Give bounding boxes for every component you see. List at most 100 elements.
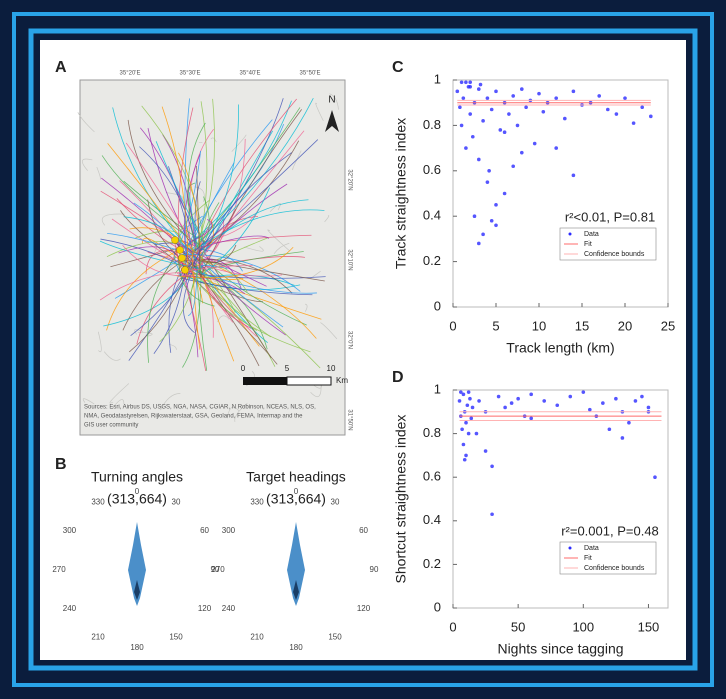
data-point [653,475,657,479]
data-point [468,112,472,116]
data-point [542,399,546,403]
data-point [486,96,490,100]
legend-label: Data [584,545,599,552]
legend-label: Data [584,231,599,238]
figure: A B 35°20'E35°30'E35°40'E35°50'E32°20'N3… [0,0,726,699]
data-point [460,80,464,84]
annotation: r²=0.001, P=0.48 [561,523,659,538]
data-point [533,142,537,146]
data-point [511,164,515,168]
x-tick-label: 150 [638,619,660,634]
scale-unit: Km [336,376,348,385]
data-point [464,146,468,150]
x-tick-label: 100 [572,619,594,634]
rose-angle: 180 [289,643,303,652]
data-point [572,174,576,178]
data-point [481,119,485,123]
data-point [471,406,475,410]
data-point [503,406,507,410]
data-point [640,105,644,109]
data-point [554,96,558,100]
data-point [467,390,471,394]
data-point [606,108,610,112]
data-point [529,417,533,421]
rose-angle: 300 [63,526,77,535]
y-tick-label: 0.2 [423,556,441,571]
scale-bar [287,377,331,385]
rose-angle: 30 [172,498,181,507]
data-point [494,203,498,207]
data-point [601,401,605,405]
data-point [464,421,468,425]
data-point [520,151,524,155]
data-point [477,158,481,162]
data-point [568,395,572,399]
map-coord: 32°10'N [346,249,352,270]
rose-angle: 180 [130,643,144,652]
data-point [614,397,618,401]
rose-title: Turning angles [91,469,183,485]
data-point [458,399,462,403]
data-point [487,169,491,173]
map-panel [78,80,345,435]
rose-angle: 0 [135,487,140,496]
rose-angle: 210 [250,633,264,642]
data-point [529,393,533,397]
x-tick-label: 5 [492,318,499,333]
roost-marker [172,237,179,244]
rose-angle: 210 [91,633,105,642]
x-tick-label: 0 [449,619,456,634]
roost-marker [177,247,184,254]
data-point [563,117,567,121]
data-point [460,427,464,431]
rose-angle: 150 [328,633,342,642]
data-point [649,115,653,119]
data-point [554,146,558,150]
data-point [510,401,514,405]
rose-angle: 0 [294,487,299,496]
annotation: r²<0.01, P=0.81 [565,209,655,224]
y-tick-label: 0 [434,298,441,313]
x-axis-label: Track length (km) [506,340,614,356]
data-point [503,192,507,196]
data-point [597,94,601,98]
y-tick-label: 0.8 [423,117,441,132]
data-point [462,443,466,447]
y-tick-label: 1 [434,381,441,396]
legend-label: Fit [584,241,592,248]
rose-angle: 270 [211,565,225,574]
data-point [467,432,471,436]
scale-label: 0 [241,364,246,373]
data-point [468,85,472,89]
x-axis-label: Nights since tagging [497,641,623,657]
roost-marker [182,267,189,274]
y-axis-label: Shortcut straightness index [393,415,409,584]
rose-angle: 300 [222,526,236,535]
rose-angle: 120 [198,604,212,613]
data-point [490,219,494,223]
data-point [466,403,470,407]
rose-angle: 60 [200,526,209,535]
roost-marker [179,255,186,262]
y-tick-label: 0.6 [423,162,441,177]
panel-label: A [55,59,67,76]
rose-angle: 330 [250,498,264,507]
legend-label: Fit [584,555,592,562]
rose-title: Target headings [246,469,346,485]
panel-label: B [55,456,67,473]
map-coord: 35°30'E [180,71,201,77]
data-point [490,108,494,112]
data-point [524,105,528,109]
data-point [464,454,468,458]
data-point [615,112,619,116]
data-point [494,223,498,227]
data-point [632,121,636,125]
data-point [468,397,472,401]
y-tick-label: 0.4 [423,208,441,223]
y-tick-label: 0.4 [423,512,441,527]
data-point [640,395,644,399]
rose-angle: 270 [52,565,66,574]
x-tick-label: 10 [532,318,546,333]
rose-angle: 240 [222,604,236,613]
data-point [494,90,498,94]
